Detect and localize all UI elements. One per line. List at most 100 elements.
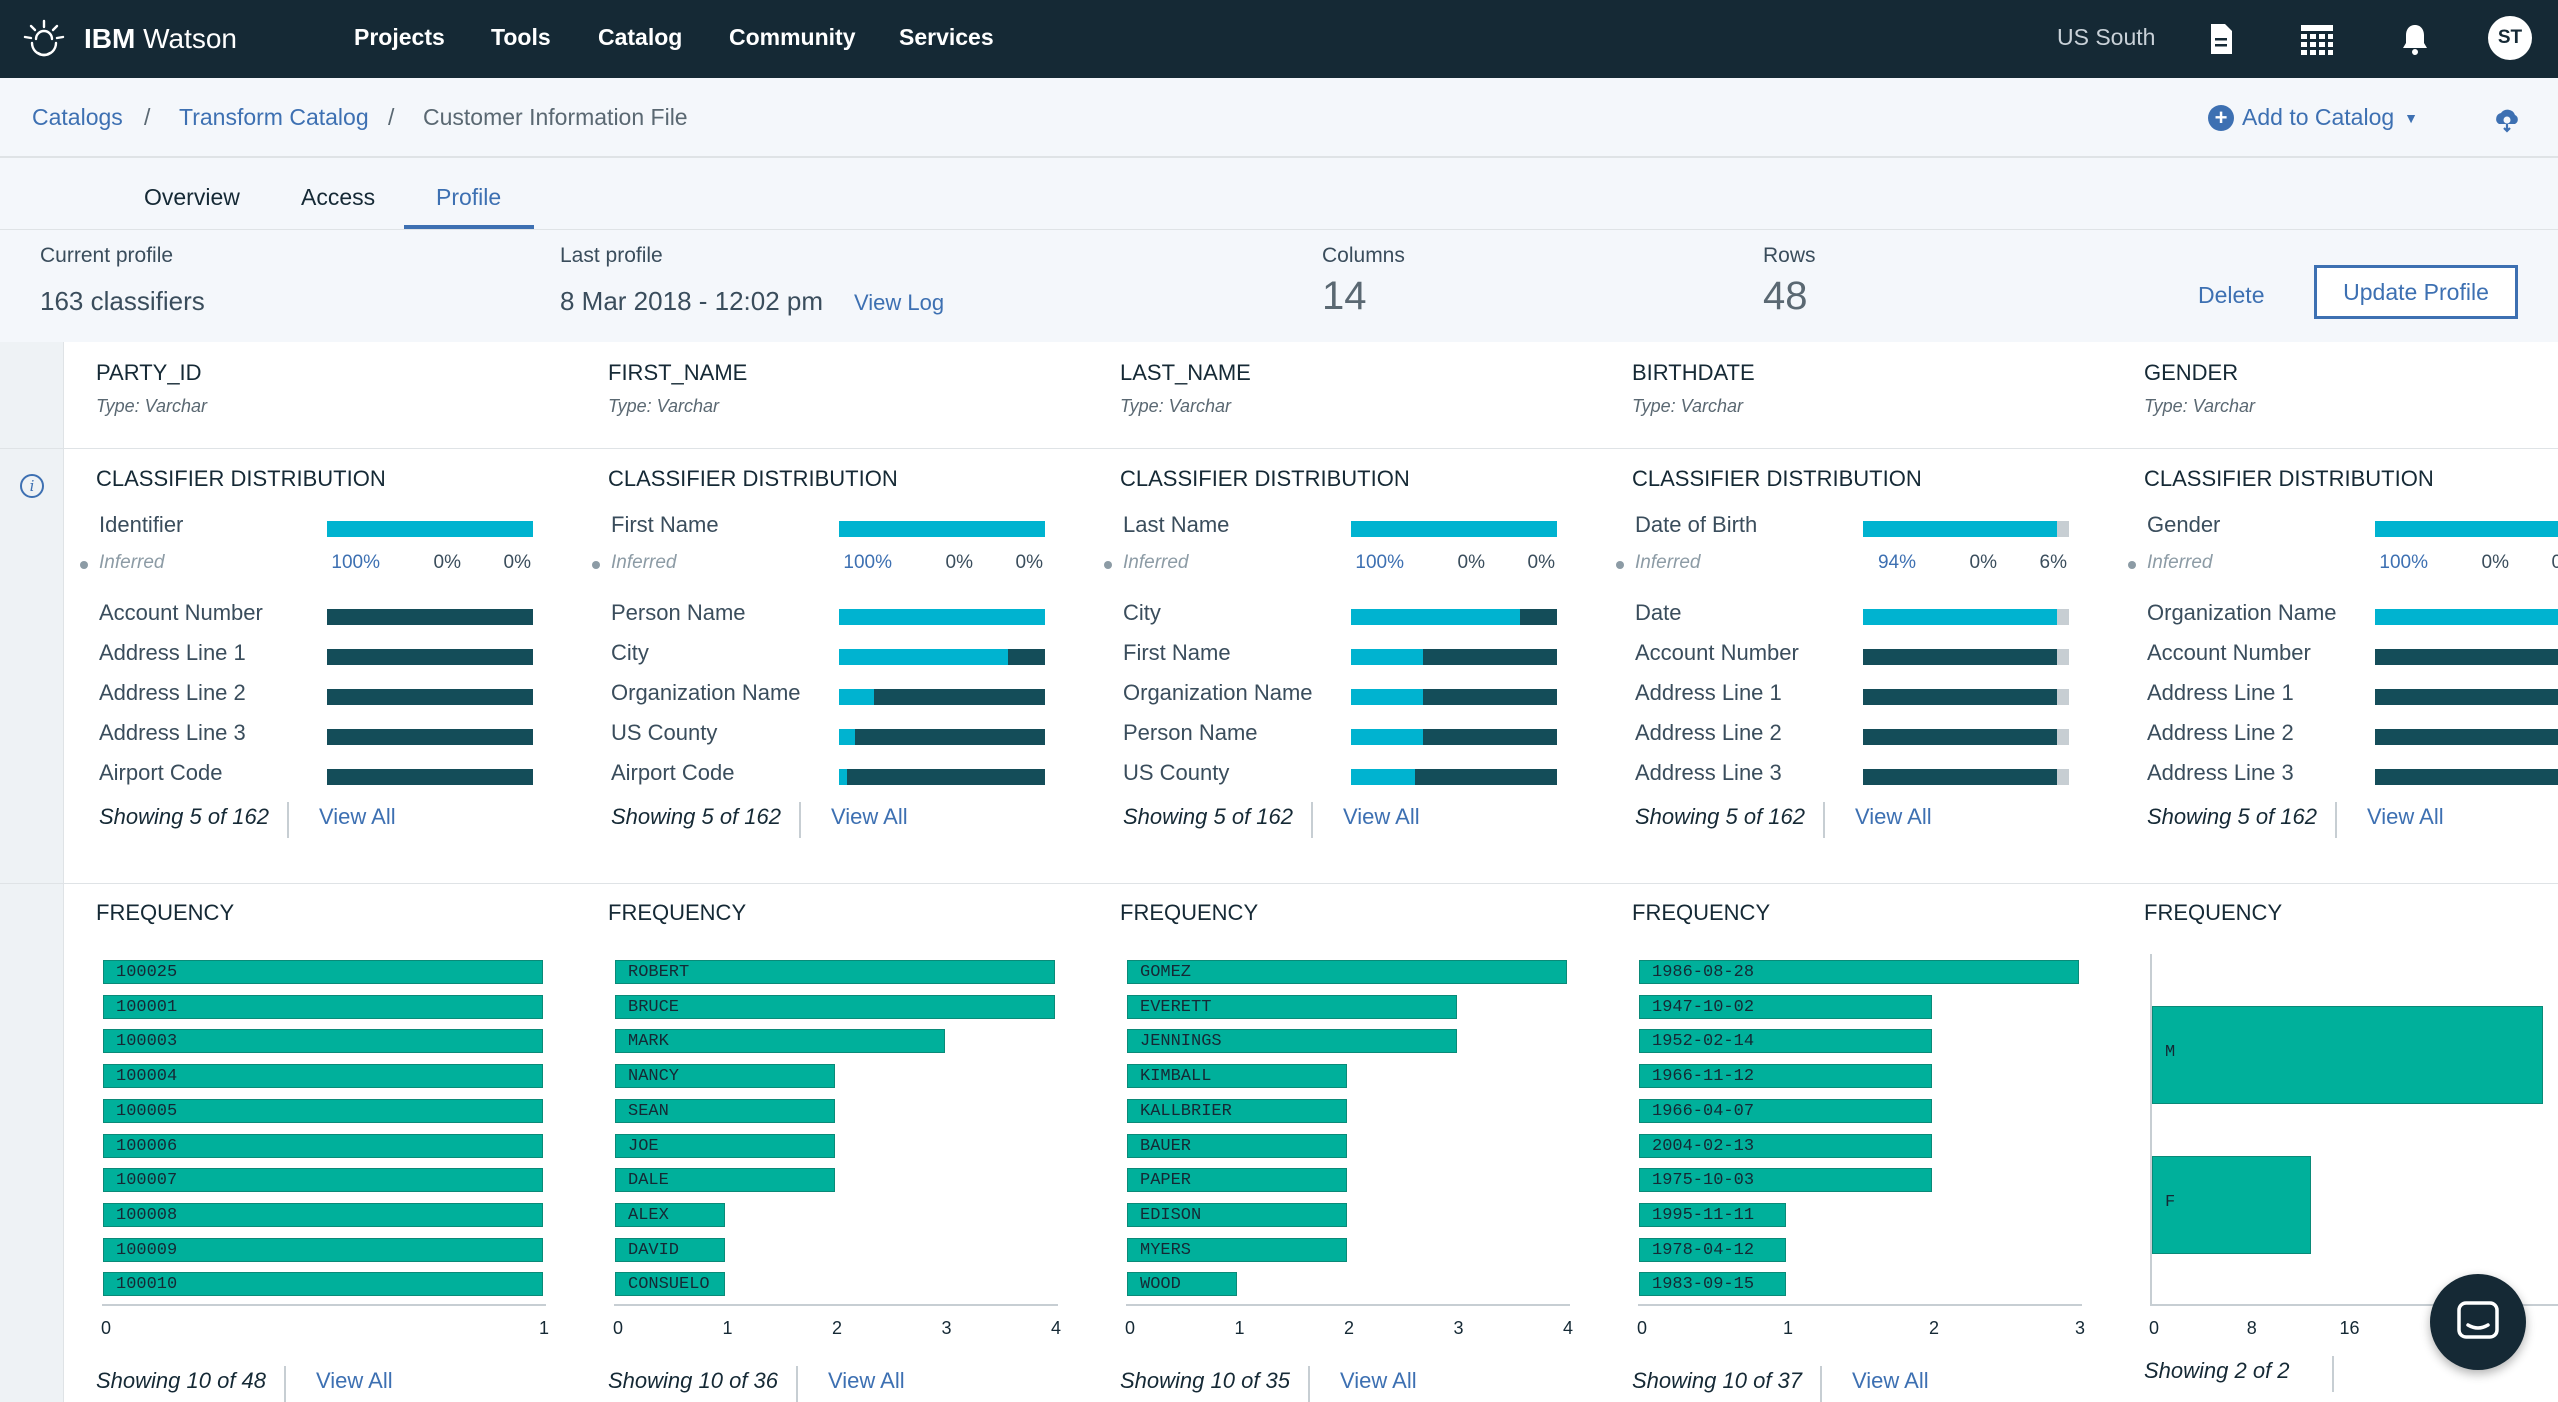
classifier-name[interactable]: Person Name <box>1123 720 1258 745</box>
classifier-view-all-link[interactable]: View All <box>1343 804 1420 829</box>
inferred-classifier-name[interactable]: Identifier <box>99 512 184 537</box>
notification-bell-icon[interactable] <box>2396 20 2434 58</box>
frequency-bar[interactable]: NANCY <box>615 1064 835 1089</box>
classifier-name[interactable]: Address Line 3 <box>99 720 246 745</box>
brand-logo[interactable]: IBM Watson <box>22 16 237 62</box>
breadcrumb-catalogs[interactable]: Catalogs <box>32 104 123 130</box>
classifier-name[interactable]: US County <box>611 720 718 745</box>
column-name[interactable]: GENDER <box>2144 360 2239 385</box>
frequency-bar[interactable]: 100001 <box>103 994 543 1019</box>
region-selector[interactable]: US South <box>2057 24 2156 50</box>
frequency-view-all-link[interactable]: View All <box>316 1368 393 1393</box>
inferred-classifier-name[interactable]: Gender <box>2147 512 2221 537</box>
classifier-name[interactable]: Account Number <box>1635 640 1799 665</box>
classifier-name[interactable]: City <box>1123 600 1161 625</box>
frequency-bar[interactable]: 1947-10-02 <box>1639 994 1932 1019</box>
frequency-bar[interactable]: 100007 <box>103 1168 543 1193</box>
frequency-bar[interactable]: 1966-11-12 <box>1639 1064 1932 1089</box>
classifier-name[interactable]: Airport Code <box>611 760 735 785</box>
frequency-bar[interactable]: 1966-04-07 <box>1639 1098 1932 1123</box>
column-name[interactable]: LAST_NAME <box>1120 360 1251 385</box>
nav-projects[interactable]: Projects <box>354 24 445 50</box>
share-cloud-icon[interactable] <box>2492 104 2522 134</box>
frequency-bar[interactable]: SEAN <box>615 1098 835 1123</box>
frequency-bar[interactable]: ROBERT <box>615 960 1055 984</box>
frequency-bar[interactable]: 1983-09-15 <box>1639 1272 1786 1297</box>
classifier-view-all-link[interactable]: View All <box>2367 804 2444 829</box>
classifier-view-all-link[interactable]: View All <box>319 804 396 829</box>
classifier-name[interactable]: Address Line 1 <box>2147 680 2294 705</box>
nav-tools[interactable]: Tools <box>491 24 551 50</box>
frequency-bar[interactable]: 100010 <box>103 1272 543 1297</box>
classifier-name[interactable]: Organization Name <box>1123 680 1313 705</box>
frequency-bar[interactable]: 100006 <box>103 1133 543 1158</box>
frequency-bar[interactable]: 100005 <box>103 1098 543 1123</box>
frequency-bar[interactable]: DAVID <box>615 1237 725 1262</box>
frequency-bar[interactable]: 2004-02-13 <box>1639 1133 1932 1158</box>
frequency-bar[interactable]: 100004 <box>103 1064 543 1089</box>
frequency-view-all-link[interactable]: View All <box>1340 1368 1417 1393</box>
frequency-bar[interactable]: 1986-08-28 <box>1639 960 2079 984</box>
frequency-bar[interactable]: EVERETT <box>1127 994 1457 1019</box>
frequency-bar[interactable]: CONSUELO <box>615 1272 725 1297</box>
breadcrumb-transform-catalog[interactable]: Transform Catalog <box>179 104 369 130</box>
classifier-name[interactable]: Account Number <box>2147 640 2311 665</box>
classifier-name[interactable]: Address Line 3 <box>1635 760 1782 785</box>
apps-grid-icon[interactable] <box>2298 20 2336 58</box>
classifier-name[interactable]: Address Line 2 <box>2147 720 2294 745</box>
frequency-bar[interactable]: JOE <box>615 1133 835 1158</box>
frequency-bar[interactable]: KALLBRIER <box>1127 1098 1347 1123</box>
classifier-name[interactable]: US County <box>1123 760 1230 785</box>
classifier-name[interactable]: Address Line 3 <box>2147 760 2294 785</box>
user-avatar[interactable]: ST <box>2488 16 2532 60</box>
column-name[interactable]: PARTY_ID <box>96 360 202 385</box>
frequency-bar[interactable]: 100008 <box>103 1202 543 1227</box>
classifier-view-all-link[interactable]: View All <box>831 804 908 829</box>
classifier-name[interactable]: Airport Code <box>99 760 223 785</box>
frequency-bar[interactable]: EDISON <box>1127 1202 1347 1227</box>
frequency-bar[interactable]: DALE <box>615 1168 835 1193</box>
frequency-bar[interactable]: 100009 <box>103 1237 543 1262</box>
classifier-name[interactable]: Person Name <box>611 600 746 625</box>
inferred-classifier-name[interactable]: First Name <box>611 512 719 537</box>
classifier-name[interactable]: Organization Name <box>2147 600 2337 625</box>
add-to-catalog-button[interactable]: + Add to Catalog ▼ <box>2208 104 2418 131</box>
classifier-name[interactable]: Organization Name <box>611 680 801 705</box>
classifier-name[interactable]: Address Line 2 <box>1635 720 1782 745</box>
frequency-bar[interactable]: GOMEZ <box>1127 960 1567 984</box>
classifier-name[interactable]: Address Line 1 <box>99 640 246 665</box>
classifier-view-all-link[interactable]: View All <box>1855 804 1932 829</box>
frequency-bar[interactable]: 100003 <box>103 1029 543 1054</box>
frequency-bar[interactable]: WOOD <box>1127 1272 1237 1297</box>
frequency-bar[interactable]: BAUER <box>1127 1133 1347 1158</box>
frequency-bar[interactable]: JENNINGS <box>1127 1029 1457 1054</box>
column-name[interactable]: FIRST_NAME <box>608 360 748 385</box>
frequency-view-all-link[interactable]: View All <box>1852 1368 1929 1393</box>
nav-services[interactable]: Services <box>899 24 994 50</box>
document-icon[interactable] <box>2202 20 2240 58</box>
frequency-bar[interactable]: BRUCE <box>615 994 1055 1019</box>
classifier-name[interactable]: Date <box>1635 600 1682 625</box>
frequency-bar[interactable]: 1995-11-11 <box>1639 1202 1786 1227</box>
frequency-bar[interactable]: MARK <box>615 1029 945 1054</box>
tab-overview[interactable]: Overview <box>144 184 240 210</box>
classifier-name[interactable]: Address Line 1 <box>1635 680 1782 705</box>
frequency-bar[interactable]: 100025 <box>103 960 543 984</box>
frequency-bar[interactable]: KIMBALL <box>1127 1064 1347 1089</box>
inferred-classifier-name[interactable]: Date of Birth <box>1635 512 1758 537</box>
info-icon[interactable]: i <box>20 474 44 498</box>
frequency-bar[interactable]: 1978-04-12 <box>1639 1237 1786 1262</box>
view-log-link[interactable]: View Log <box>854 290 945 315</box>
frequency-bar[interactable]: ALEX <box>615 1202 725 1227</box>
inferred-classifier-name[interactable]: Last Name <box>1123 512 1230 537</box>
update-profile-button[interactable]: Update Profile <box>2314 265 2518 319</box>
frequency-bar[interactable]: PAPER <box>1127 1168 1347 1193</box>
frequency-bar[interactable]: 1975-10-03 <box>1639 1168 1932 1193</box>
frequency-bar[interactable]: 1952-02-14 <box>1639 1029 1932 1054</box>
chat-button[interactable] <box>2430 1274 2526 1370</box>
frequency-bar[interactable]: F <box>2152 1156 2311 1254</box>
nav-catalog[interactable]: Catalog <box>598 24 683 50</box>
delete-button[interactable]: Delete <box>2198 282 2265 308</box>
classifier-name[interactable]: Address Line 2 <box>99 680 246 705</box>
tab-profile[interactable]: Profile <box>436 184 502 210</box>
